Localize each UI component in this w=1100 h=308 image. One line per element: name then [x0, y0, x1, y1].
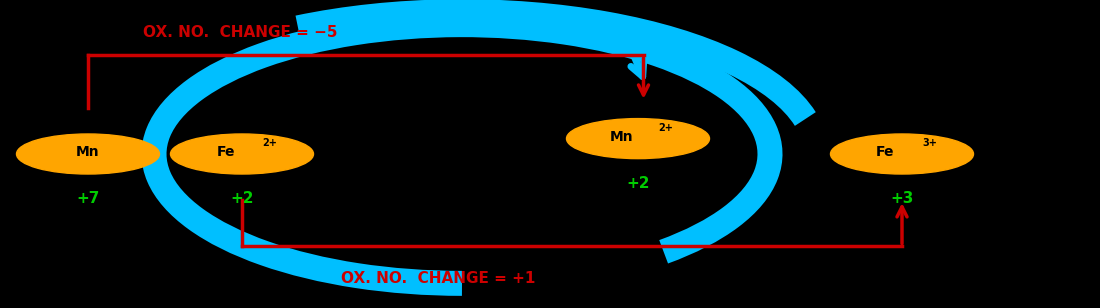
Text: 2+: 2+ [262, 138, 277, 148]
Text: OX. NO.  CHANGE = +1: OX. NO. CHANGE = +1 [341, 271, 536, 286]
Text: +2: +2 [626, 176, 650, 191]
Circle shape [16, 134, 160, 174]
Text: Mn: Mn [76, 145, 100, 160]
Text: 2+: 2+ [658, 123, 673, 133]
Text: Mn: Mn [609, 130, 634, 144]
Text: +3: +3 [890, 191, 914, 206]
Text: +2: +2 [230, 191, 254, 206]
Text: +7: +7 [76, 191, 100, 206]
Text: OX. NO.  CHANGE = −5: OX. NO. CHANGE = −5 [143, 25, 338, 40]
Circle shape [830, 134, 974, 174]
Text: +: + [440, 138, 451, 151]
Circle shape [566, 119, 710, 159]
Circle shape [170, 134, 314, 174]
Text: Fe: Fe [217, 145, 234, 160]
Text: 3+: 3+ [922, 138, 937, 148]
Text: Fe: Fe [877, 145, 894, 160]
